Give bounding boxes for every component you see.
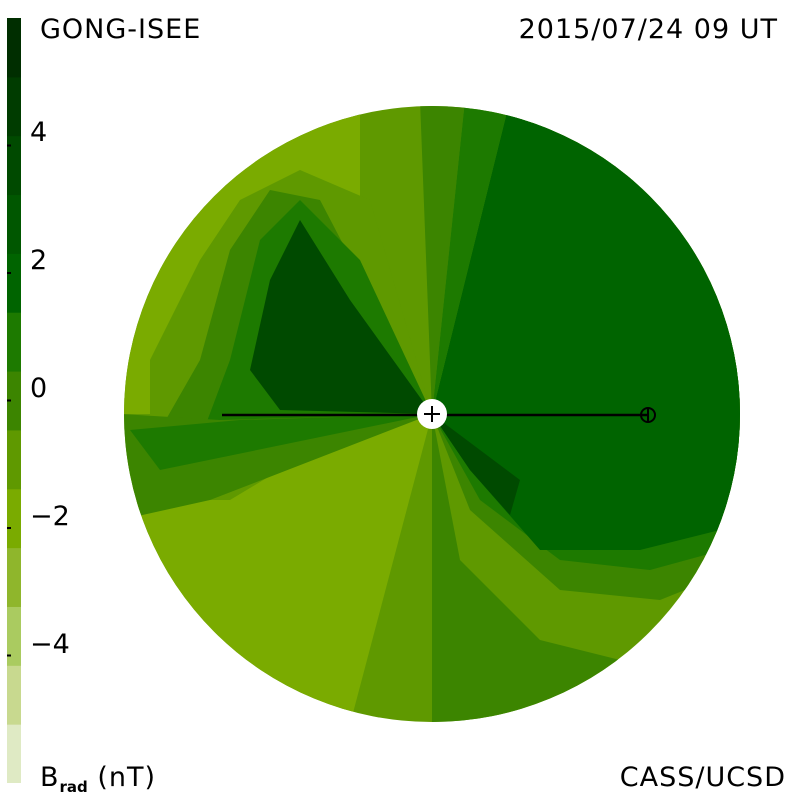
contour-region-top-strip — [420, 106, 465, 414]
contour-region-top-strip-2 — [432, 106, 510, 414]
colorbar-tick-mark-0 — [7, 144, 11, 147]
contour-region-upper-left-core — [250, 220, 432, 414]
colorbar-tick-2: 2 — [30, 245, 48, 276]
disk-contours — [124, 106, 740, 722]
colorbar-level-2 — [7, 606, 21, 666]
timestamp-label: 2015/07/24 09 UT — [518, 14, 778, 45]
contour-region-far-left-core — [130, 414, 432, 470]
colorbar-tick-mark-3 — [7, 527, 11, 529]
colorbar-level-5 — [7, 429, 21, 490]
unit-main: B — [40, 762, 60, 793]
credit-label: CASS/UCSD — [619, 762, 786, 793]
contour-region-right-core — [432, 414, 520, 515]
colorbar-tick-0: 0 — [30, 373, 48, 404]
colorbar-level-12 — [7, 18, 21, 78]
colorbar-level-8 — [7, 253, 21, 313]
source-label: GONG-ISEE — [40, 14, 202, 45]
colorbar-level-0 — [7, 724, 21, 783]
colorbar-level-3 — [7, 547, 21, 607]
colorbar-tick-mark-4 — [7, 654, 11, 657]
colorbar-level-6 — [7, 371, 21, 431]
colorbar-tick-minus-2: −2 — [30, 501, 70, 532]
colorbar-tick-mark-1 — [7, 272, 11, 274]
colorbar-level-11 — [7, 76, 21, 137]
unit-suffix: (nT) — [97, 762, 157, 793]
colorbar-level-1 — [7, 665, 21, 725]
colorbar-level-4 — [7, 488, 21, 549]
unit-label: Brad (nT) — [40, 762, 156, 796]
unit-sub: rad — [59, 778, 88, 796]
colorbar-tick-4: 4 — [30, 117, 48, 148]
colorbar-tick-minus-4: −4 — [30, 629, 70, 660]
colorbar-level-7 — [7, 312, 21, 372]
colorbar-level-9 — [7, 194, 21, 254]
colorbar-level-10 — [7, 135, 21, 196]
colorbar-tick-mark-2 — [7, 399, 11, 402]
colorbar — [7, 18, 21, 783]
